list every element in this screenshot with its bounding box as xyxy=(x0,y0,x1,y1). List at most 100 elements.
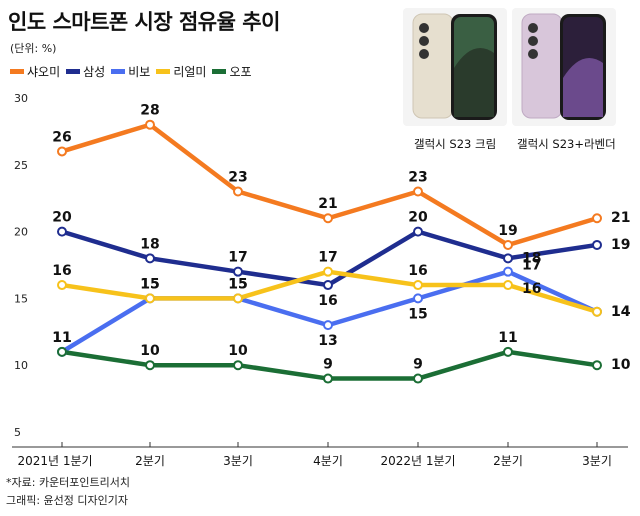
y-tick-label: 10 xyxy=(14,359,28,372)
legend-label-xiaomi: 샤오미 xyxy=(27,65,61,79)
legend-swatch-vivo xyxy=(111,69,126,74)
data-point xyxy=(323,213,333,224)
y-tick-label: 30 xyxy=(14,92,28,105)
data-label: 21 xyxy=(611,210,630,226)
legend-swatch-oppo xyxy=(212,69,227,74)
data-label: 16 xyxy=(52,263,71,279)
data-point xyxy=(233,360,243,371)
data-label: 23 xyxy=(228,170,247,186)
data-label: 14 xyxy=(611,304,631,320)
legend-item-xiaomi: 샤오미 xyxy=(10,63,60,80)
data-label: 15 xyxy=(408,306,427,322)
data-label: 13 xyxy=(318,333,337,349)
data-label: 11 xyxy=(52,330,71,346)
data-label: 19 xyxy=(611,237,630,253)
x-tick-label: 2분기 xyxy=(493,454,523,468)
x-tick-label: 4분기 xyxy=(313,454,343,468)
legend-item-vivo: 비보 xyxy=(111,63,150,80)
credit-note: 그래픽: 윤선정 디자인기자 xyxy=(6,494,129,507)
data-point xyxy=(233,186,243,197)
data-label: 15 xyxy=(140,276,159,292)
data-point xyxy=(145,360,155,371)
unit-label: (단위: %) xyxy=(10,42,57,55)
data-point xyxy=(57,280,67,291)
legend-item-oppo: 오포 xyxy=(212,63,252,80)
data-point xyxy=(323,266,333,277)
data-point xyxy=(592,360,602,371)
data-point xyxy=(413,293,423,304)
data-label: 15 xyxy=(228,276,247,292)
data-label: 9 xyxy=(323,357,333,373)
data-point xyxy=(323,280,333,291)
data-point xyxy=(233,266,243,277)
legend-label-vivo: 비보 xyxy=(128,65,151,79)
data-point xyxy=(503,239,513,250)
y-tick-label: 20 xyxy=(14,226,28,239)
data-point xyxy=(145,253,155,264)
legend-label-oppo: 오포 xyxy=(229,65,252,79)
data-label: 11 xyxy=(52,330,71,346)
data-point xyxy=(413,280,423,291)
data-point xyxy=(592,213,602,224)
y-tick-label: 5 xyxy=(14,426,21,439)
data-point xyxy=(503,253,513,264)
x-tick-label: 2021년 1분기 xyxy=(17,454,92,468)
data-label: 16 xyxy=(522,281,541,297)
data-point xyxy=(592,306,602,317)
y-tick-label: 15 xyxy=(14,292,28,305)
data-label: 23 xyxy=(408,170,427,186)
data-point xyxy=(503,346,513,357)
data-point xyxy=(503,280,513,291)
phone-image-lavender xyxy=(512,8,616,126)
data-point xyxy=(323,373,333,384)
data-label: 21 xyxy=(318,196,337,212)
x-tick-label: 3분기 xyxy=(582,454,612,468)
data-label: 20 xyxy=(52,210,72,226)
data-label: 28 xyxy=(140,103,159,119)
data-point xyxy=(413,186,423,197)
chart-title: 인도 스마트폰 시장 점유율 추이 xyxy=(8,10,280,34)
data-point xyxy=(413,226,423,237)
data-point xyxy=(145,119,155,130)
legend-label-samsung: 삼성 xyxy=(83,65,106,79)
y-axis-ticks: 5 10 15 20 25 30 xyxy=(14,92,28,439)
x-tick-label: 2분기 xyxy=(135,454,165,468)
data-point xyxy=(145,293,155,304)
data-label: 17 xyxy=(228,250,247,266)
x-axis-ticks: 2021년 1분기 2분기 3분기 4분기 2022년 1분기 2분기 3분기 xyxy=(17,442,612,468)
data-label: 10 xyxy=(228,343,248,359)
data-point xyxy=(233,293,243,304)
data-label: 16 xyxy=(318,293,337,309)
legend-item-samsung: 삼성 xyxy=(66,63,105,80)
data-point xyxy=(57,226,67,237)
phone-image-cream xyxy=(403,8,507,126)
legend: 샤오미 삼성 비보 리얼미 오포 xyxy=(10,63,258,80)
x-tick-label: 3분기 xyxy=(223,454,253,468)
data-label: 15 xyxy=(228,276,247,292)
data-point xyxy=(413,373,423,384)
data-label: 18 xyxy=(140,236,159,252)
legend-label-realme: 리얼미 xyxy=(173,65,207,79)
data-point xyxy=(503,266,513,277)
data-label: 10 xyxy=(611,357,631,373)
data-label: 17 xyxy=(318,250,337,266)
legend-swatch-xiaomi xyxy=(10,69,24,74)
data-label: 9 xyxy=(413,357,423,373)
data-label: 20 xyxy=(408,210,428,226)
data-label: 16 xyxy=(408,263,427,279)
data-label: 15 xyxy=(140,276,159,292)
legend-swatch-realme xyxy=(156,69,171,74)
data-label: 17 xyxy=(522,258,541,274)
source-note: *자료: 카운터포인트리서치 xyxy=(6,476,131,489)
data-label: 10 xyxy=(140,343,160,359)
data-label: 19 xyxy=(498,223,517,239)
data-label: 26 xyxy=(52,129,71,145)
data-label: 14 xyxy=(611,304,631,320)
y-tick-label: 25 xyxy=(14,159,28,172)
phone-caption-cream: 갤럭시 S23 크림 xyxy=(414,137,497,151)
data-label: 18 xyxy=(522,250,541,266)
data-label: 11 xyxy=(498,330,517,346)
legend-item-realme: 리얼미 xyxy=(156,63,206,80)
